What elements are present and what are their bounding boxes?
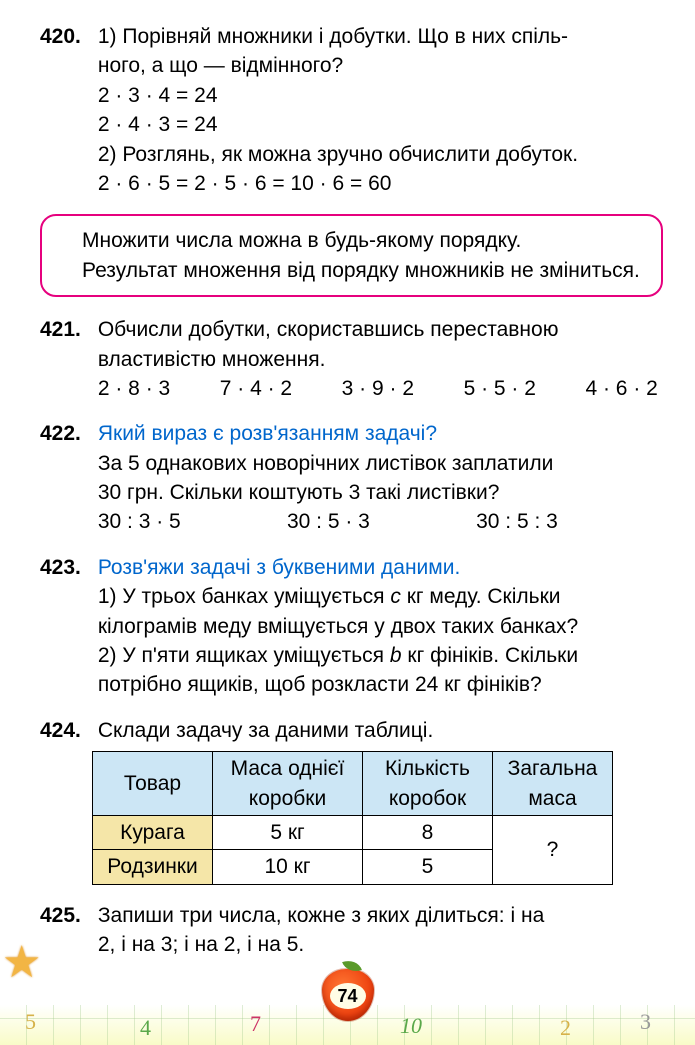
text-line: Запиши три числа, кожне з яких ділиться:… xyxy=(98,904,544,927)
col-header: Товар xyxy=(93,752,213,816)
expression: 5 · 5 · 2 xyxy=(464,374,536,403)
text-line: потрібно ящиків, щоб розкласти 24 кг фін… xyxy=(98,673,542,696)
text-fragment: 2) У п'яти ящиках уміщується xyxy=(98,644,390,667)
text-line: 30 грн. Скільки коштують 3 такі листівки… xyxy=(98,481,500,504)
col-header: Кількість коробок xyxy=(363,752,493,816)
expression: 30 : 5 : 3 xyxy=(476,507,558,536)
exercise-number: 421. xyxy=(40,315,92,344)
variable: c xyxy=(390,585,401,608)
exercise-body: Запиши три числа, кожне з яких ділиться:… xyxy=(98,901,658,960)
equation: 2 · 6 · 5 = 2 · 5 · 6 = 10 · 6 = 60 xyxy=(98,172,392,195)
exercise-body: 1) Порівняй множники і добутки. Що в них… xyxy=(98,22,658,198)
text-line: Обчисли добутки, скориставшись переставн… xyxy=(98,318,559,341)
page-footer: 5 4 7 10 2 3 74 xyxy=(0,969,695,1045)
expression: 30 : 3 · 5 xyxy=(98,507,181,536)
text-line: Склади задачу за даними таблиці. xyxy=(98,719,433,742)
text-line: 2, і на 3; і на 2, і на 5. xyxy=(98,933,304,956)
cell: 10 кг xyxy=(213,850,363,884)
math-row: 30 : 3 · 5 30 : 5 · 3 30 : 5 : 3 xyxy=(98,507,558,536)
col-header: Загальна маса xyxy=(493,752,613,816)
expression: 7 · 4 · 2 xyxy=(220,374,292,403)
rule-line: Результат множення від порядку множників… xyxy=(60,256,643,285)
text-line: 2) Розглянь, як можна зручно обчислити д… xyxy=(98,143,578,166)
exercise-body: Обчисли добутки, скориставшись переставн… xyxy=(98,315,658,403)
expression: 3 · 9 · 2 xyxy=(342,374,414,403)
exercise-body: Який вираз є розв'язанням задачі? За 5 о… xyxy=(98,419,658,537)
text-line: За 5 однакових новорічних листівок запла… xyxy=(98,452,553,475)
expression: 30 : 5 · 3 xyxy=(287,507,370,536)
col-header: Маса однієї коробки xyxy=(213,752,363,816)
exercise-number: 422. xyxy=(40,419,92,448)
exercise-420: 420. 1) Порівняй множники і добутки. Що … xyxy=(40,22,663,198)
exercise-424: 424. Склади задачу за даними таблиці. То… xyxy=(40,716,663,885)
rule-box: Множити числа можна в будь-якому порядку… xyxy=(40,214,663,297)
expression: 2 · 8 · 3 xyxy=(98,374,170,403)
question-text: Розв'яжи задачі з буквеними даними. xyxy=(98,556,460,579)
exercise-number: 424. xyxy=(40,716,92,745)
text-fragment: кг меду. Скільки xyxy=(401,585,561,608)
text-fragment: кг фініків. Скільки xyxy=(402,644,579,667)
cell-merged: ? xyxy=(493,815,613,884)
text-line: 1) Порівняй множники і добутки. Що в них… xyxy=(98,25,568,48)
text-line: властивістю множення. xyxy=(98,348,326,371)
page-content: 420. 1) Порівняй множники і добутки. Що … xyxy=(0,0,695,960)
exercise-425: 425. Запиши три числа, кожне з яких діли… xyxy=(40,901,663,960)
expression: 4 · 6 · 2 xyxy=(585,374,657,403)
exercise-number: 423. xyxy=(40,553,92,582)
rule-line: Множити числа можна в будь-якому порядку… xyxy=(60,226,643,255)
equation: 2 · 4 · 3 = 24 xyxy=(98,113,218,136)
exercise-423: 423. Розв'яжи задачі з буквеними даними.… xyxy=(40,553,663,700)
row-header: Родзинки xyxy=(93,850,213,884)
row-header: Курага xyxy=(93,815,213,849)
cell: 5 кг xyxy=(213,815,363,849)
text-fragment: 1) У трьох банках уміщується xyxy=(98,585,391,608)
variable: b xyxy=(390,644,402,667)
data-table: Товар Маса однієї коробки Кількість коро… xyxy=(92,751,613,885)
equation: 2 · 3 · 4 = 24 xyxy=(98,84,218,107)
table-row: Курага 5 кг 8 ? xyxy=(93,815,613,849)
exercise-number: 420. xyxy=(40,22,92,51)
table-header-row: Товар Маса однієї коробки Кількість коро… xyxy=(93,752,613,816)
exercise-421: 421. Обчисли добутки, скориставшись пере… xyxy=(40,315,663,403)
text-line: кілограмів меду вміщується у двох таких … xyxy=(98,615,578,638)
apple-icon: 74 xyxy=(322,969,374,1021)
exercise-number: 425. xyxy=(40,901,92,930)
exercise-body: Склади задачу за даними таблиці. xyxy=(98,716,658,745)
page-number: 74 xyxy=(330,983,366,1009)
cell: 8 xyxy=(363,815,493,849)
question-text: Який вираз є розв'язанням задачі? xyxy=(98,422,437,445)
cell: 5 xyxy=(363,850,493,884)
text-line: ного, а що — відмінного? xyxy=(98,54,343,77)
math-row: 2 · 8 · 3 7 · 4 · 2 3 · 9 · 2 5 · 5 · 2 … xyxy=(98,374,658,403)
exercise-422: 422. Який вираз є розв'язанням задачі? З… xyxy=(40,419,663,537)
page-number-badge: 74 xyxy=(0,969,695,1027)
exercise-body: Розв'яжи задачі з буквеними даними. 1) У… xyxy=(98,553,658,700)
